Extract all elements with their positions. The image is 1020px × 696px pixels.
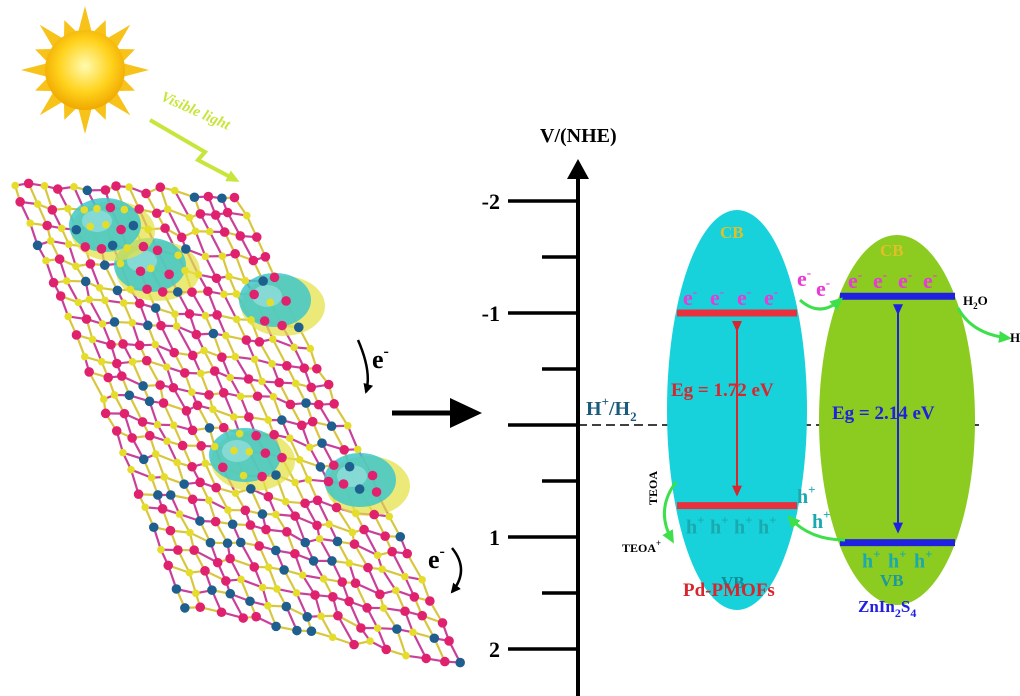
znin2s4-holes: h+ h+ h+ (862, 547, 933, 573)
electron-label-lower: e- (428, 543, 445, 574)
pd-pmof-hole: h+ (758, 513, 777, 539)
visible-light-label: Visible light (158, 89, 233, 134)
reference-label: H+/H2 (586, 394, 637, 424)
znin2s4-hole: h+ (862, 547, 881, 573)
pd-pmof-electron: e- (737, 284, 751, 310)
transfer-hole: h+ (797, 482, 816, 508)
znin2s4-band: CB VB Eg = 2.14 eV e-e-e-e- h+ h+ h+ ZnIn2… (819, 235, 975, 620)
h2o-label: H2O (963, 293, 988, 311)
znin2s4-electron: e- (848, 267, 862, 293)
pd-pmof-electron: e- (683, 284, 697, 310)
sun-ray (39, 24, 62, 47)
electron-transfer-labels: e- e- (797, 265, 830, 301)
axis-arrowhead-icon (567, 159, 589, 179)
sun-icon (21, 6, 149, 134)
pd-pmof-eg-label: Eg = 1.72 eV (671, 380, 774, 401)
znin2s4-eg-label: Eg = 2.14 eV (832, 403, 935, 424)
process-arrowhead-icon (450, 398, 482, 428)
axis-tick-label: 2 (489, 637, 500, 662)
znin2s4-hole: h+ (888, 547, 907, 573)
sun-ray (108, 93, 131, 116)
transfer-electron: e- (797, 265, 811, 291)
pd-pmof-electrons: e-e-e-e- (683, 284, 778, 310)
sun-ray (21, 63, 46, 77)
pd-pmof-hole: h+ (734, 513, 753, 539)
znin2s4-cb-label: CB (880, 241, 904, 260)
sun-ray (39, 93, 62, 116)
znin2s4-electron: e- (873, 267, 887, 293)
electron-transfer-arrow-icon (450, 547, 463, 594)
pd-pmof-band: CB VB Eg = 1.72 eV e-e-e-e- h+ h+ h+ h+ Pd-… (667, 210, 807, 610)
znin2s4-name: ZnIn2S4 (858, 597, 916, 620)
znin2s4-electron: e- (923, 267, 937, 293)
crystal-structure-image (11, 178, 465, 668)
znin2s4-electron: e- (898, 267, 912, 293)
znin2s4-hole: h+ (914, 547, 933, 573)
hole-transfer-labels: h+ h+ (797, 482, 831, 533)
sun-ray (78, 109, 92, 134)
light-arrow-icon (148, 118, 240, 182)
electron-transfer-arrow-icon (356, 339, 374, 394)
axis-tick-label: 1 (489, 525, 500, 550)
transfer-electron: e- (816, 275, 830, 301)
axis-tick-label: -2 (482, 189, 500, 214)
h2o-arrow-icon (956, 307, 1012, 343)
electron-label-upper: e- (372, 343, 389, 374)
teoa-plus-label: TEOA+ (622, 538, 661, 555)
sun-disc (45, 30, 125, 110)
h2-label: H (1010, 330, 1020, 345)
pd-pmof-hole: h+ (710, 513, 729, 539)
sun-ray (124, 63, 149, 77)
teoa-label: TEOA (646, 471, 660, 505)
cb-transfer-arrow-icon (798, 297, 843, 311)
vb-transfer-arrow-icon (787, 515, 846, 542)
transfer-hole: h+ (812, 507, 831, 533)
znin2s4-vb-label: VB (880, 571, 904, 590)
pd-pmof-hole: h+ (686, 513, 705, 539)
pd-pmof-vb-label: VB (721, 573, 745, 592)
teoa-arrow-icon (662, 481, 678, 544)
axis-title: V/(NHE) (540, 125, 617, 147)
znin2s4-electrons: e-e-e-e- (848, 267, 937, 293)
axis-tick-label: -1 (482, 301, 500, 326)
pd-pmof-electron: e- (710, 284, 724, 310)
potential-axis: -2 -1 1 2 (482, 159, 589, 696)
pd-pmof-holes: h+ h+ h+ h+ (686, 513, 777, 539)
pd-pmof-electron: e- (764, 284, 778, 310)
sun-ray (78, 6, 92, 31)
sun-ray (108, 24, 131, 47)
pd-pmof-name: Pd-PMOFs (683, 580, 775, 601)
pd-pmof-cb-label: CB (720, 223, 744, 242)
